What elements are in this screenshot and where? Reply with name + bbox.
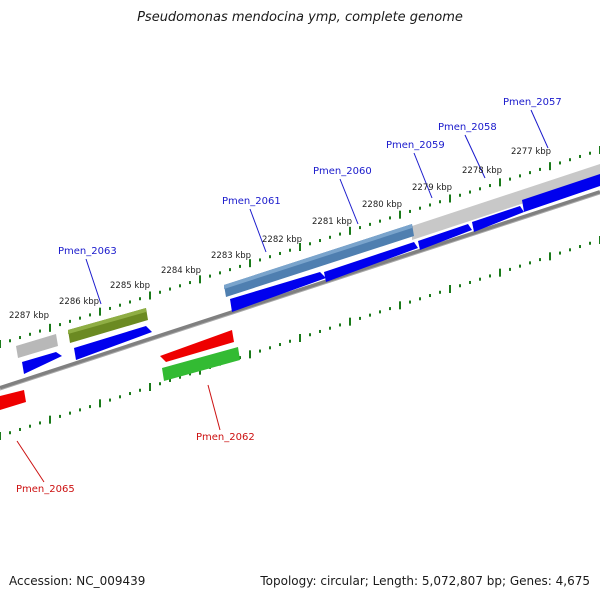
gene-tracks	[0, 164, 600, 410]
gene-reverse-pmen-2062-green	[162, 347, 240, 381]
gene-label-leader	[16, 440, 45, 483]
scale-label: 2282 kbp	[262, 235, 302, 245]
scale-label-layer: 2287 kbp 2286 kbp 2285 kbp 2284 kbp 2283 kbp…	[9, 147, 551, 321]
gene-label-layer: Pmen_2057 Pmen_2058 Pmen_2059 Pmen_2060 Pmen…	[16, 97, 562, 495]
scale-label: 2279 kbp	[412, 183, 452, 193]
backbone-lower	[0, 193, 600, 391]
gene-forward-7	[522, 174, 600, 212]
gene-label[interactable]: Pmen_2058	[438, 122, 497, 133]
scale-label: 2286 kbp	[59, 297, 99, 307]
gene-label[interactable]: Pmen_2063	[58, 246, 117, 257]
backbone-upper	[0, 190, 600, 390]
scale-label: 2284 kbp	[161, 266, 201, 276]
gene-reverse-pmen-2062-red	[160, 330, 234, 362]
gene-label[interactable]: Pmen_2065	[16, 484, 75, 495]
gene-label-leader	[530, 109, 549, 149]
accession-label: Accession: NC_009439	[9, 574, 146, 588]
gene-label-leader	[413, 152, 433, 199]
gene-label-leader	[339, 178, 359, 225]
gene-label-leader	[85, 258, 102, 305]
gene-forward-4	[324, 242, 418, 282]
gene-label-leader	[249, 208, 267, 253]
gene-label[interactable]: Pmen_2059	[386, 140, 445, 151]
genome-summary: Topology: circular; Length: 5,072,807 bp…	[260, 574, 590, 588]
gene-forward-6	[472, 206, 524, 232]
map-title: Pseudomonas mendocina ymp, complete geno…	[137, 10, 463, 25]
scale-ruler	[0, 146, 600, 440]
gene-label[interactable]: Pmen_2057	[503, 97, 562, 108]
gene-label-leader	[464, 134, 486, 179]
gene-bar-pmen-2063-shine	[68, 308, 146, 334]
gene-label[interactable]: Pmen_2062	[196, 432, 255, 443]
scale-label: 2278 kbp	[462, 166, 502, 176]
gene-forward-1	[22, 352, 62, 374]
scale-label: 2283 kbp	[211, 251, 251, 261]
gene-reverse-pmen-2065	[0, 390, 26, 410]
gene-forward-3	[230, 272, 326, 312]
gene-bar-gray-upper	[412, 164, 600, 240]
gene-label[interactable]: Pmen_2060	[313, 166, 372, 177]
gene-label[interactable]: Pmen_2061	[222, 196, 281, 207]
scale-label: 2287 kbp	[9, 311, 49, 321]
gene-forward-2	[74, 326, 152, 360]
gene-forward-5	[418, 224, 472, 250]
gene-label-leader	[207, 384, 221, 431]
scale-label: 2285 kbp	[110, 281, 150, 291]
scale-label: 2280 kbp	[362, 200, 402, 210]
gene-bar-pmen-2061-shine	[224, 224, 412, 289]
scale-label: 2281 kbp	[312, 217, 352, 227]
scale-label: 2277 kbp	[511, 147, 551, 157]
gene-bar-gray-left	[16, 334, 58, 358]
